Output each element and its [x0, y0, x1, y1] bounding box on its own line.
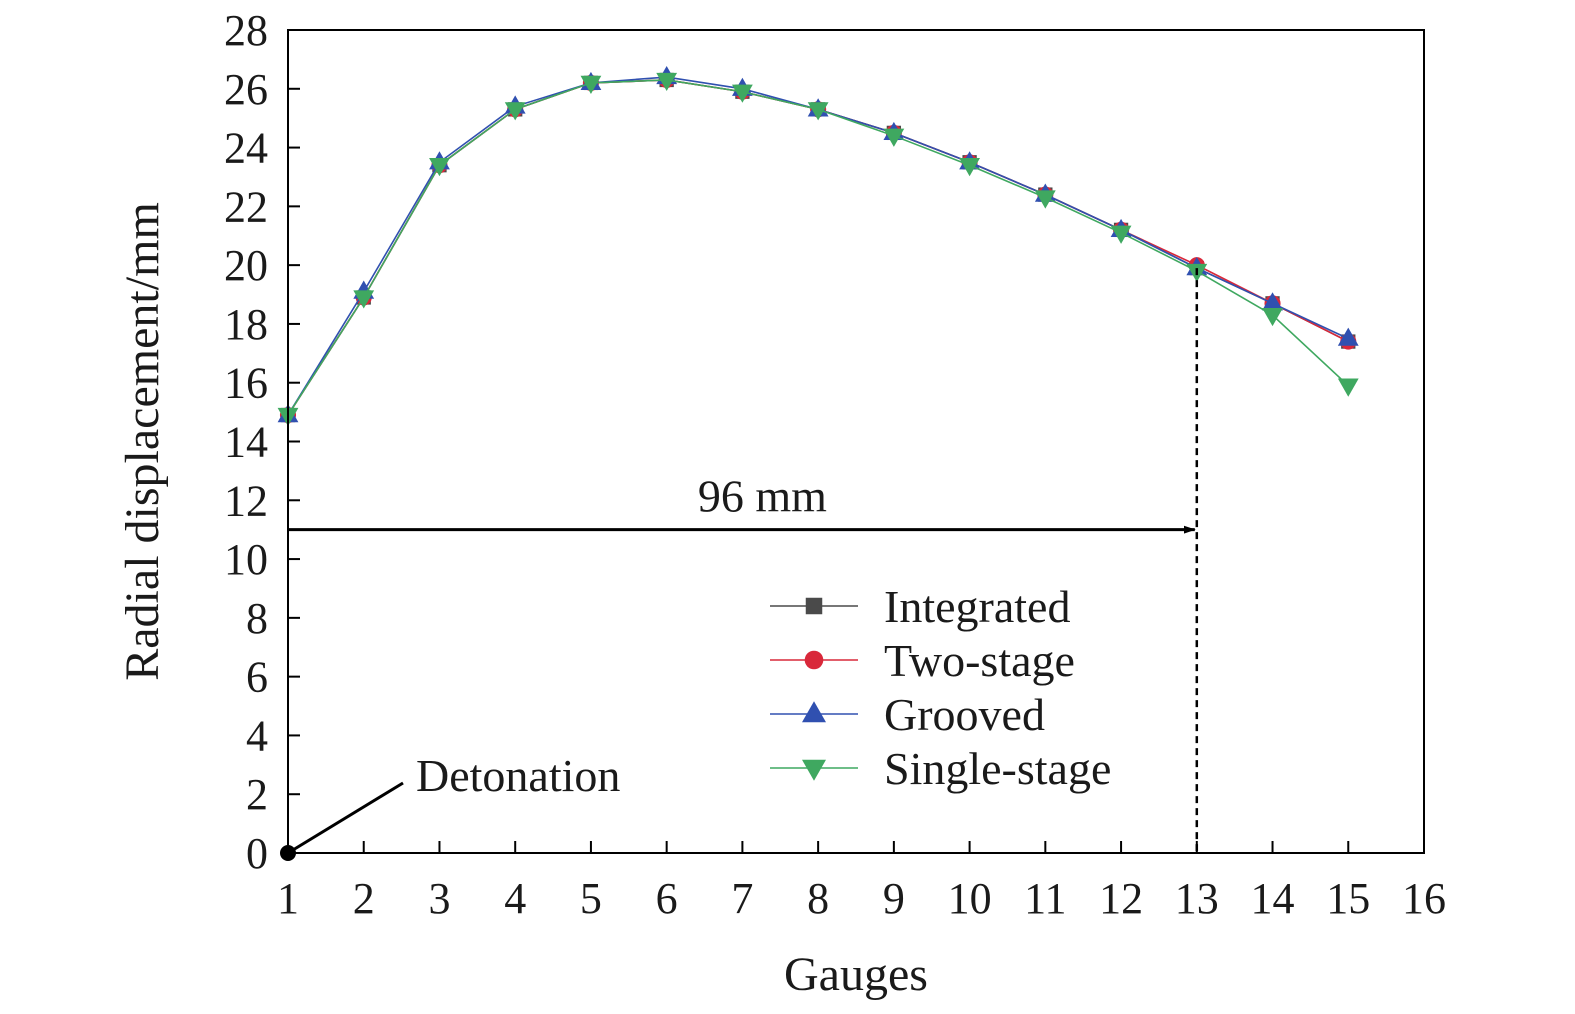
y-tick-label: 28 [224, 6, 268, 55]
x-tick-label: 10 [948, 874, 992, 923]
x-tick-label: 1 [277, 874, 299, 923]
data-point [959, 158, 980, 177]
x-tick-label: 9 [883, 874, 905, 923]
y-tick-label: 16 [224, 359, 268, 408]
y-tick-label: 4 [246, 711, 268, 760]
legend-marker [802, 701, 826, 723]
x-tick-label: 16 [1402, 874, 1446, 923]
x-tick-label: 12 [1099, 874, 1143, 923]
detonation-leader-line [287, 781, 404, 855]
y-tick-label: 0 [246, 829, 268, 878]
x-tick-label: 14 [1251, 874, 1295, 923]
distance-label: 96 mm [698, 471, 827, 522]
y-tick-label: 20 [224, 241, 268, 290]
data-point [1337, 327, 1359, 346]
data-point [1262, 292, 1283, 311]
x-tick-label: 13 [1175, 874, 1219, 923]
x-tick-label: 15 [1326, 874, 1370, 923]
detonation-label: Detonation [416, 750, 620, 801]
legend-marker [804, 650, 824, 670]
legend-marker [805, 597, 823, 615]
data-point [353, 290, 375, 309]
legend-item: Single-stage [770, 743, 1111, 794]
series-single-stage [277, 72, 1359, 427]
x-tick-label: 5 [580, 874, 602, 923]
data-point [580, 75, 602, 94]
y-tick-label: 6 [246, 653, 268, 702]
axes-layer: 1 2 3 4 5 6 7 8 9 10 11 12 13 14 15 1602468101214161820… [224, 6, 1446, 923]
legend-label: Two-stage [884, 635, 1075, 686]
x-tick-label: 6 [656, 874, 678, 923]
x-tick-label: 4 [504, 874, 526, 923]
y-tick-label: 2 [246, 770, 268, 819]
y-tick-label: 24 [224, 124, 268, 173]
data-point [883, 128, 905, 147]
legend-label: Integrated [884, 581, 1070, 632]
series-line [287, 79, 1349, 416]
x-tick-label: 3 [428, 874, 450, 923]
data-point [807, 102, 829, 121]
y-tick-label: 22 [224, 182, 268, 231]
y-axis-title: Radial displacement/mm [116, 202, 169, 681]
legend-label: Grooved [884, 689, 1045, 740]
x-tick-label: 2 [353, 874, 375, 923]
plot-frame [287, 29, 1425, 854]
legend-label: Single-stage [884, 743, 1111, 794]
y-tick-label: 14 [224, 418, 268, 467]
legend-marker [802, 759, 826, 781]
series-two-stage [279, 71, 1357, 424]
series-integrated [280, 72, 1356, 423]
data-point [1034, 190, 1056, 209]
series-line [287, 76, 1349, 416]
x-tick-label: 8 [807, 874, 829, 923]
y-tick-label: 12 [224, 476, 268, 525]
series-line [287, 79, 1349, 416]
y-tick-label: 8 [246, 594, 268, 643]
y-tick-label: 10 [224, 535, 268, 584]
annotation-layer: 96 mm Detonation [280, 268, 1199, 861]
x-tick-label: 7 [731, 874, 753, 923]
data-point [429, 158, 450, 177]
data-point [1262, 307, 1283, 327]
data-point [1110, 225, 1132, 244]
x-tick-label: 11 [1024, 874, 1066, 923]
series-line [287, 79, 1349, 416]
legend-item: Integrated [770, 581, 1070, 632]
series-layer [277, 65, 1359, 427]
legend-item: Grooved [770, 689, 1045, 740]
y-tick-label: 18 [224, 300, 268, 349]
x-axis-title: Gauges [784, 948, 928, 1001]
data-point [656, 72, 678, 92]
legend-item: Two-stage [770, 635, 1075, 686]
data-point [1337, 378, 1359, 397]
data-point [732, 84, 753, 103]
y-tick-label: 26 [224, 65, 268, 114]
data-point [504, 102, 526, 121]
